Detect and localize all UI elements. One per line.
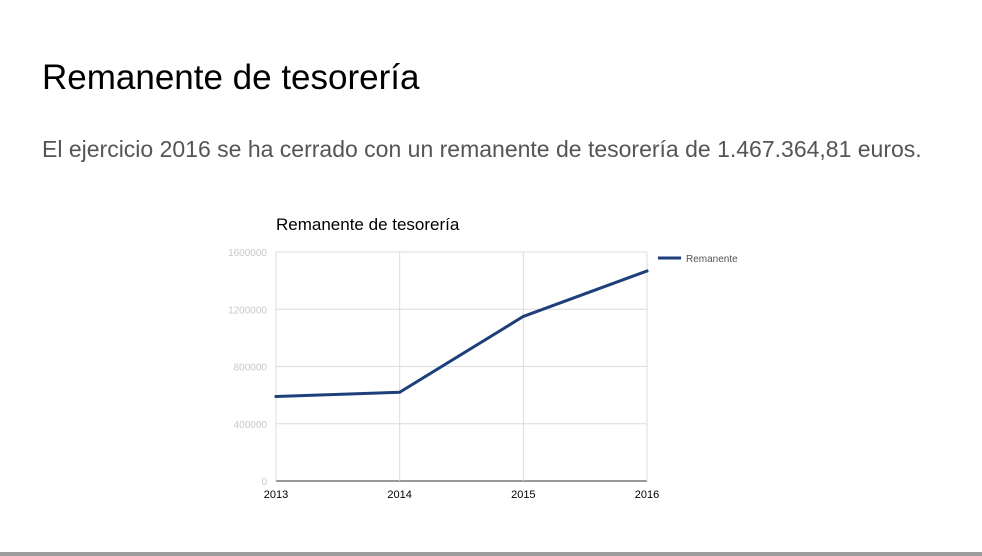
slide-body-text: El ejercicio 2016 se ha cerrado con un r… bbox=[42, 136, 922, 162]
x-tick-label: 2014 bbox=[387, 489, 411, 501]
chart-gridlines bbox=[275, 251, 648, 482]
data-point bbox=[274, 395, 278, 399]
x-tick-label: 2015 bbox=[511, 489, 535, 501]
data-point bbox=[645, 269, 649, 273]
data-point bbox=[521, 314, 525, 318]
x-axis-ticks: 2013 2014 2015 2016 bbox=[264, 489, 659, 501]
y-tick-label: 1200000 bbox=[228, 305, 267, 316]
y-tick-label: 1600000 bbox=[228, 248, 267, 259]
y-tick-label: 800000 bbox=[234, 363, 268, 374]
bottom-divider bbox=[0, 552, 982, 556]
y-tick-label: 400000 bbox=[234, 420, 268, 431]
x-tick-label: 2016 bbox=[635, 489, 659, 501]
y-axis-ticks: 0 400000 800000 1200000 1600000 bbox=[228, 248, 267, 488]
chart-title: Remanente de tesorería bbox=[276, 215, 460, 234]
y-tick-label: 0 bbox=[261, 477, 267, 488]
chart-legend: Remanente bbox=[658, 254, 738, 265]
slide-title: Remanente de tesorería bbox=[42, 58, 420, 97]
series-line-remanente bbox=[274, 269, 649, 399]
chart-series bbox=[274, 269, 649, 399]
legend-label: Remanente bbox=[686, 254, 738, 265]
data-point bbox=[398, 390, 402, 394]
x-tick-label: 2013 bbox=[264, 489, 288, 501]
